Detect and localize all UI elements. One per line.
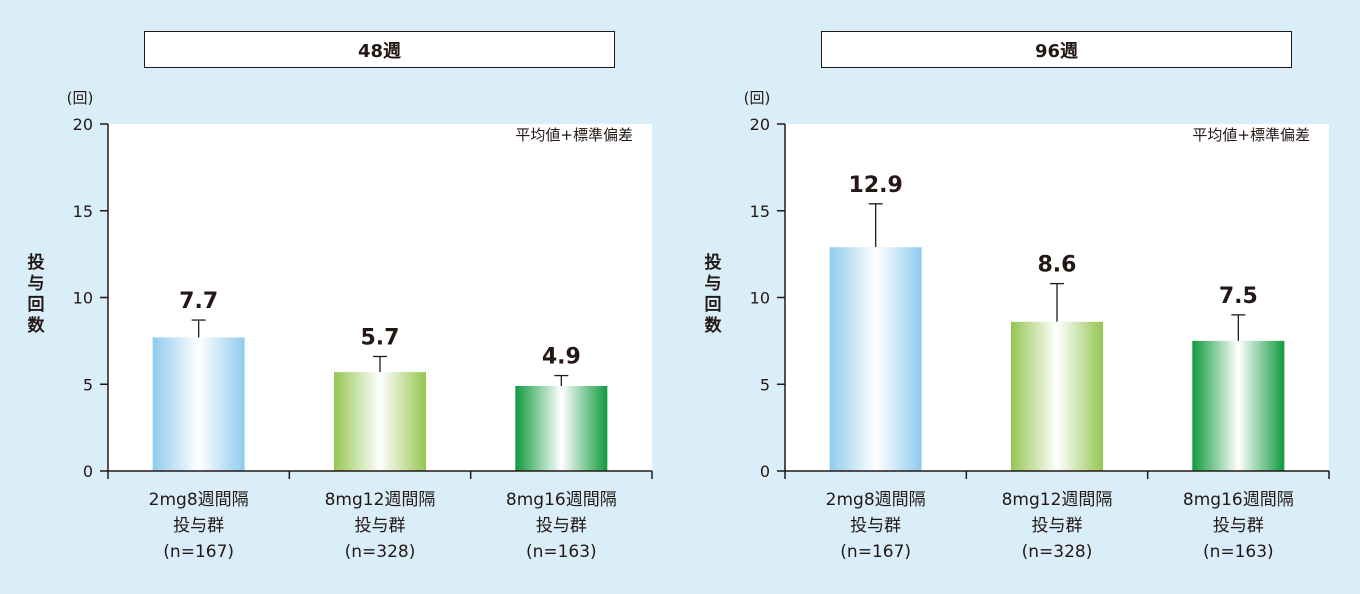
bar xyxy=(334,372,426,471)
x-tick-label: 8mg16週間隔 xyxy=(506,490,617,510)
bar xyxy=(1192,340,1285,471)
bar xyxy=(829,247,922,471)
x-tick-label: (n=163) xyxy=(526,542,597,562)
y-axis-label-char: 数 xyxy=(28,315,46,336)
x-tick-label: 8mg12週間隔 xyxy=(325,490,436,510)
x-tick-label: 2mg8週間隔 xyxy=(149,490,249,510)
y-tick-label: 15 xyxy=(750,202,770,221)
bar xyxy=(152,337,245,471)
y-axis-label-char: 投 xyxy=(705,252,722,273)
bar-chart-48w: 05101520(回)投与回数平均値+標準偏差7.72mg8週間隔投与群(n=1… xyxy=(28,89,653,562)
y-tick-label: 15 xyxy=(73,202,93,221)
data-label: 12.9 xyxy=(849,173,903,198)
y-tick-label: 10 xyxy=(73,289,93,308)
y-axis-label-char: 回 xyxy=(705,295,722,315)
data-label: 5.7 xyxy=(361,325,400,350)
data-label: 7.5 xyxy=(1219,284,1258,309)
bar xyxy=(515,385,608,471)
y-tick-label: 0 xyxy=(83,462,93,481)
panel-title: 96週 xyxy=(821,31,1292,68)
x-tick-label: (n=328) xyxy=(1022,542,1093,562)
x-tick-label: 投与群 xyxy=(850,516,901,536)
y-tick-label: 5 xyxy=(760,375,770,394)
x-tick-label: 投与群 xyxy=(173,516,224,536)
bar-chart-96w: 05101520(回)投与回数平均値+標準偏差12.92mg8週間隔投与群(n=… xyxy=(705,89,1330,562)
x-tick-label: (n=167) xyxy=(163,542,234,562)
y-tick-label: 5 xyxy=(83,375,93,394)
x-tick-label: (n=328) xyxy=(345,542,416,562)
chart-panel-96w: 96週 0 5 10 15 20 (回) 投与回数平均値+標準偏差 12.9 2mg8週間隔 投与… xyxy=(677,0,1357,594)
x-tick-label: 8mg12週間隔 xyxy=(1002,490,1113,510)
y-tick-label: 20 xyxy=(73,115,93,134)
x-tick-label: (n=163) xyxy=(1203,542,1274,562)
data-label: 7.7 xyxy=(179,289,218,314)
x-tick-label: 投与群 xyxy=(536,516,587,536)
data-label: 4.9 xyxy=(542,345,581,370)
y-axis-label-char: 与 xyxy=(28,274,45,294)
y-unit-label: (回) xyxy=(744,89,771,107)
x-tick-label: 投与群 xyxy=(355,516,406,536)
y-tick-label: 0 xyxy=(760,462,770,481)
y-axis-label-char: 投 xyxy=(28,252,45,273)
stat-note: 平均値+標準偏差 xyxy=(1192,126,1310,144)
data-label: 8.6 xyxy=(1038,253,1077,278)
y-axis-label-char: 数 xyxy=(705,315,723,336)
y-axis-label-char: 回 xyxy=(28,295,45,315)
chart-panel-48w: 48週 0 5 10 15 20 (回) 投与回数平均値+標準偏差 7.7 2mg8週間隔 投与群… xyxy=(28,31,653,562)
x-tick-label: 2mg8週間隔 xyxy=(826,490,926,510)
y-tick-label: 20 xyxy=(750,115,770,134)
x-tick-label: (n=167) xyxy=(840,542,911,562)
stat-note: 平均値+標準偏差 xyxy=(515,126,633,144)
x-tick-label: 投与群 xyxy=(1213,516,1264,536)
panel-title: 48週 xyxy=(144,31,615,68)
bar xyxy=(1011,321,1103,471)
y-axis-label-char: 与 xyxy=(705,274,722,294)
x-tick-label: 投与群 xyxy=(1032,516,1083,536)
y-unit-label: (回) xyxy=(67,89,94,107)
x-tick-label: 8mg16週間隔 xyxy=(1183,490,1294,510)
y-tick-label: 10 xyxy=(750,289,770,308)
